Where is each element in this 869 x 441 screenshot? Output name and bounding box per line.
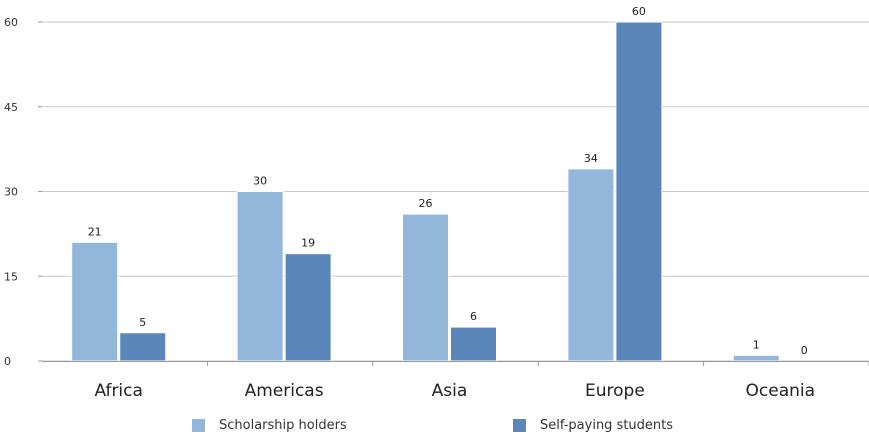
data-label-americas-self-paying-students: 19: [301, 237, 315, 250]
y-tick-label-45: 45: [4, 101, 18, 114]
bar-asia-scholarship-holders: [402, 213, 449, 362]
y-tick-label-30: 30: [4, 186, 18, 199]
legend: Scholarship holders Self-paying students: [0, 418, 869, 438]
data-labels: 21 5 30 19 26 6 34 60 1 0: [88, 5, 808, 357]
y-tick-label-60: 60: [4, 16, 18, 29]
legend-item-scholarship: Scholarship holders: [192, 418, 347, 433]
x-tick-label-africa: Africa: [94, 381, 143, 401]
bar-asia-self-paying-students: [450, 326, 497, 362]
data-label-oceania-self-paying-students: 0: [801, 344, 808, 357]
bar-africa-scholarship-holders: [71, 241, 119, 362]
bar-europe-self-paying-students: [615, 21, 663, 362]
y-tick-label-15: 15: [4, 270, 18, 283]
bar-oceania-scholarship-holders: [732, 354, 780, 362]
legend-label-self-paying: Self-paying students: [540, 418, 674, 433]
data-label-asia-self-paying-students: 6: [470, 310, 477, 323]
x-tick-label-oceania: Oceania: [746, 381, 816, 401]
gridlines: [38, 21, 869, 362]
legend-label-scholarship: Scholarship holders: [219, 418, 347, 433]
y-axis-ticks: 0 15 30 45 60: [4, 16, 18, 368]
data-label-europe-self-paying-students: 60: [632, 5, 646, 18]
x-tick-label-americas: Americas: [245, 381, 324, 401]
x-axis-ticks: Africa Americas Asia Europe Oceania: [94, 361, 869, 401]
data-label-asia-scholarship-holders: 26: [419, 197, 433, 210]
bar-americas-scholarship-holders: [236, 191, 284, 362]
data-label-africa-self-paying-students: 5: [139, 316, 146, 329]
data-label-africa-scholarship-holders: 21: [88, 225, 102, 238]
bar-americas-self-paying-students: [284, 253, 332, 362]
data-label-oceania-scholarship-holders: 1: [753, 338, 760, 351]
legend-item-self-paying: Self-paying students: [513, 418, 673, 433]
y-tick-label-0: 0: [4, 355, 11, 368]
data-label-americas-scholarship-holders: 30: [253, 175, 267, 188]
x-tick-label-asia: Asia: [432, 381, 468, 401]
data-label-europe-scholarship-holders: 34: [584, 152, 598, 165]
legend-swatch-scholarship: [192, 419, 205, 432]
legend-swatch-self-paying: [513, 419, 526, 432]
bar-africa-self-paying-students: [119, 332, 167, 362]
x-tick-label-europe: Europe: [585, 381, 645, 401]
bar-europe-scholarship-holders: [567, 168, 615, 362]
